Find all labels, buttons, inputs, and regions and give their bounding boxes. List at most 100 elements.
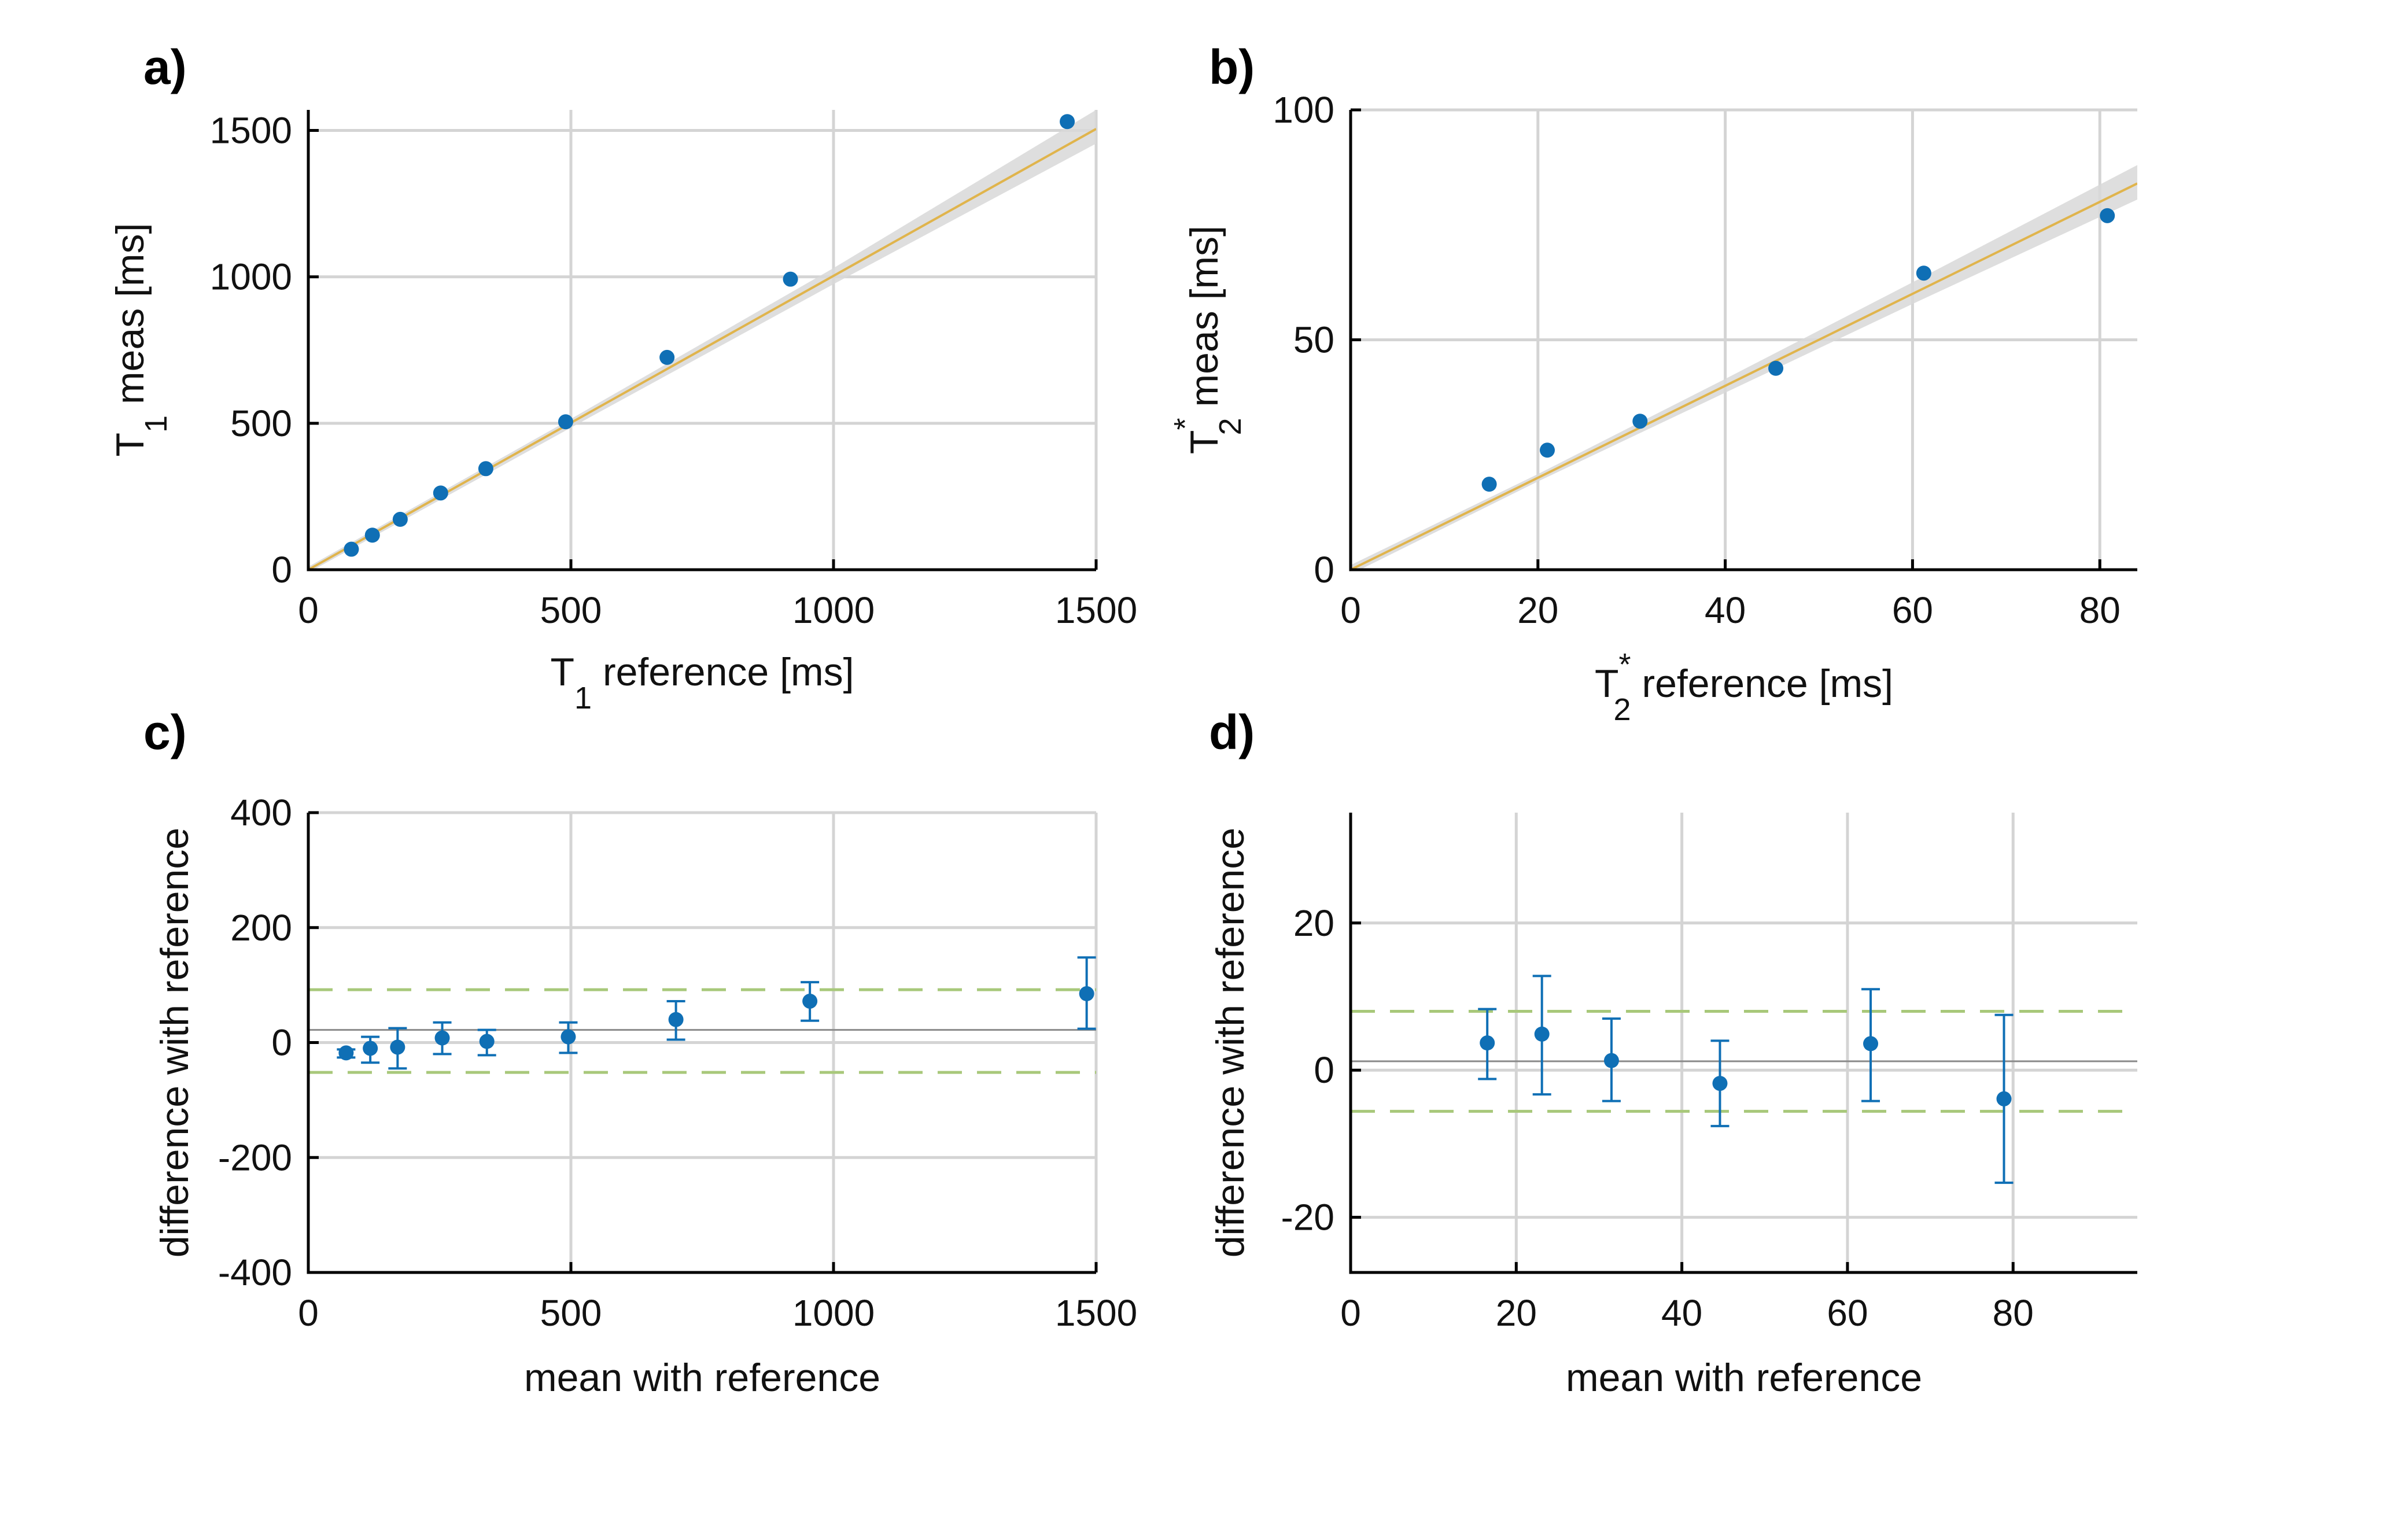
data-point — [390, 1039, 405, 1055]
confidence-band — [1351, 165, 2137, 570]
x-axis-label-sup: * — [1618, 647, 1631, 682]
y-tick-label: 0 — [1314, 549, 1334, 591]
x-tick-label: 0 — [298, 1292, 319, 1334]
y-tick-label: -200 — [218, 1137, 292, 1178]
data-point — [338, 1045, 354, 1061]
x-tick-label: 500 — [540, 589, 602, 631]
data-point — [344, 541, 359, 557]
y-tick-label: 1000 — [210, 256, 292, 298]
x-axis-label-main: T — [1595, 662, 1619, 706]
y-tick-label: 20 — [1293, 902, 1334, 944]
data-point — [1480, 1035, 1495, 1051]
x-tick-label: 40 — [1705, 589, 1746, 631]
x-tick-label: 80 — [1993, 1292, 2034, 1334]
panel-label: a) — [143, 40, 187, 94]
chart-c: 0 500 1000 1500 -400 -200 0 200 400 c) mean with r… — [143, 705, 1137, 1400]
y-axis-label-main: T — [108, 433, 152, 457]
y-tick-label: 50 — [1293, 319, 1334, 361]
x-axis-label-rest: reference [ms] — [1631, 662, 1894, 706]
x-axis-label: T1 reference [ms] — [550, 650, 854, 715]
y-axis-label-rest: meas [ms] — [1182, 226, 1226, 418]
y-axis-label-rest: meas [ms] — [108, 223, 152, 415]
data-point — [1768, 360, 1784, 376]
y-axis-label-sup: * — [1168, 418, 1203, 430]
data-point — [1534, 1026, 1550, 1042]
data-point — [558, 414, 573, 430]
data-point — [659, 349, 675, 365]
chart-d: 0 20 40 60 80 -20 0 20 d) mean with reference diff… — [1208, 705, 2137, 1400]
data-point — [1632, 414, 1648, 429]
data-point — [1996, 1091, 2012, 1106]
y-axis-label-sub: 2 — [1213, 418, 1248, 435]
data-point — [1916, 265, 1931, 281]
x-tick-label: 60 — [1827, 1292, 1868, 1334]
y-tick-label: 1500 — [210, 109, 292, 151]
x-axis-label-rest: reference [ms] — [592, 650, 854, 694]
y-axis-label: difference with reference — [153, 828, 197, 1257]
x-tick-label: 500 — [540, 1292, 602, 1334]
x-tick-label: 20 — [1496, 1292, 1537, 1334]
x-tick-label: 0 — [1340, 1292, 1361, 1334]
x-axis-label: mean with reference — [524, 1356, 880, 1400]
data-point — [1712, 1076, 1728, 1091]
y-axis-label-sub: 1 — [139, 415, 174, 433]
x-tick-label: 40 — [1661, 1292, 1702, 1334]
x-axis-label-main: T — [550, 650, 574, 694]
axes — [1349, 813, 2137, 1274]
plot-area — [308, 956, 1096, 1074]
x-axis-label: T* 2 reference [ms] — [1595, 647, 1893, 727]
data-point — [1060, 114, 1075, 130]
y-axis-label-main: difference with reference — [153, 828, 197, 1257]
panel-label: b) — [1209, 40, 1255, 94]
plot-area — [1351, 975, 2137, 1184]
x-tick-label: 1000 — [792, 589, 875, 631]
data-point — [1863, 1036, 1879, 1052]
plot-area — [1351, 165, 2137, 570]
data-point — [1481, 477, 1497, 492]
confidence-band — [308, 110, 1096, 570]
x-tick-label: 0 — [298, 589, 319, 631]
y-axis-label-main: difference with reference — [1208, 828, 1252, 1257]
panel-label: d) — [1209, 705, 1255, 759]
data-point — [783, 271, 798, 287]
y-tick-label: 400 — [230, 792, 292, 833]
data-point — [433, 485, 448, 501]
fit-line — [1351, 182, 2137, 570]
data-point — [560, 1029, 576, 1045]
y-axis-label: T1 meas [ms] — [108, 223, 174, 456]
data-point — [478, 461, 493, 477]
y-tick-label: 200 — [230, 907, 292, 949]
data-point — [392, 511, 408, 527]
data-point — [364, 527, 380, 543]
y-tick-label: -400 — [218, 1252, 292, 1293]
data-point — [1540, 442, 1555, 458]
x-tick-label: 1000 — [792, 1292, 875, 1334]
x-tick-label: 20 — [1517, 589, 1558, 631]
y-tick-label: 500 — [230, 403, 292, 444]
x-tick-label: 1500 — [1055, 589, 1137, 631]
y-tick-label: 100 — [1273, 89, 1334, 131]
y-tick-label: 0 — [1314, 1049, 1334, 1091]
data-point — [363, 1041, 378, 1056]
x-axis-label-main: mean with reference — [524, 1356, 880, 1400]
data-point — [802, 993, 818, 1009]
x-axis-label-main: mean with reference — [1566, 1356, 1922, 1400]
data-point — [1079, 986, 1094, 1002]
y-tick-label: -20 — [1281, 1197, 1335, 1238]
y-tick-label: 0 — [271, 549, 292, 591]
data-point — [434, 1030, 450, 1046]
x-axis-label-sub: 2 — [1614, 692, 1631, 727]
plot-area — [308, 110, 1096, 570]
y-axis-label: difference with reference — [1208, 828, 1252, 1257]
data-point — [2100, 208, 2115, 223]
y-axis-label-main: T — [1182, 430, 1226, 455]
y-axis-label: T* 2 meas [ms] — [1168, 226, 1248, 454]
data-point — [668, 1012, 684, 1027]
fit-line — [308, 128, 1096, 570]
x-tick-label: 80 — [2079, 589, 2121, 631]
x-tick-label: 0 — [1340, 589, 1361, 631]
panel-label: c) — [143, 705, 187, 759]
y-tick-label: 0 — [271, 1022, 292, 1064]
